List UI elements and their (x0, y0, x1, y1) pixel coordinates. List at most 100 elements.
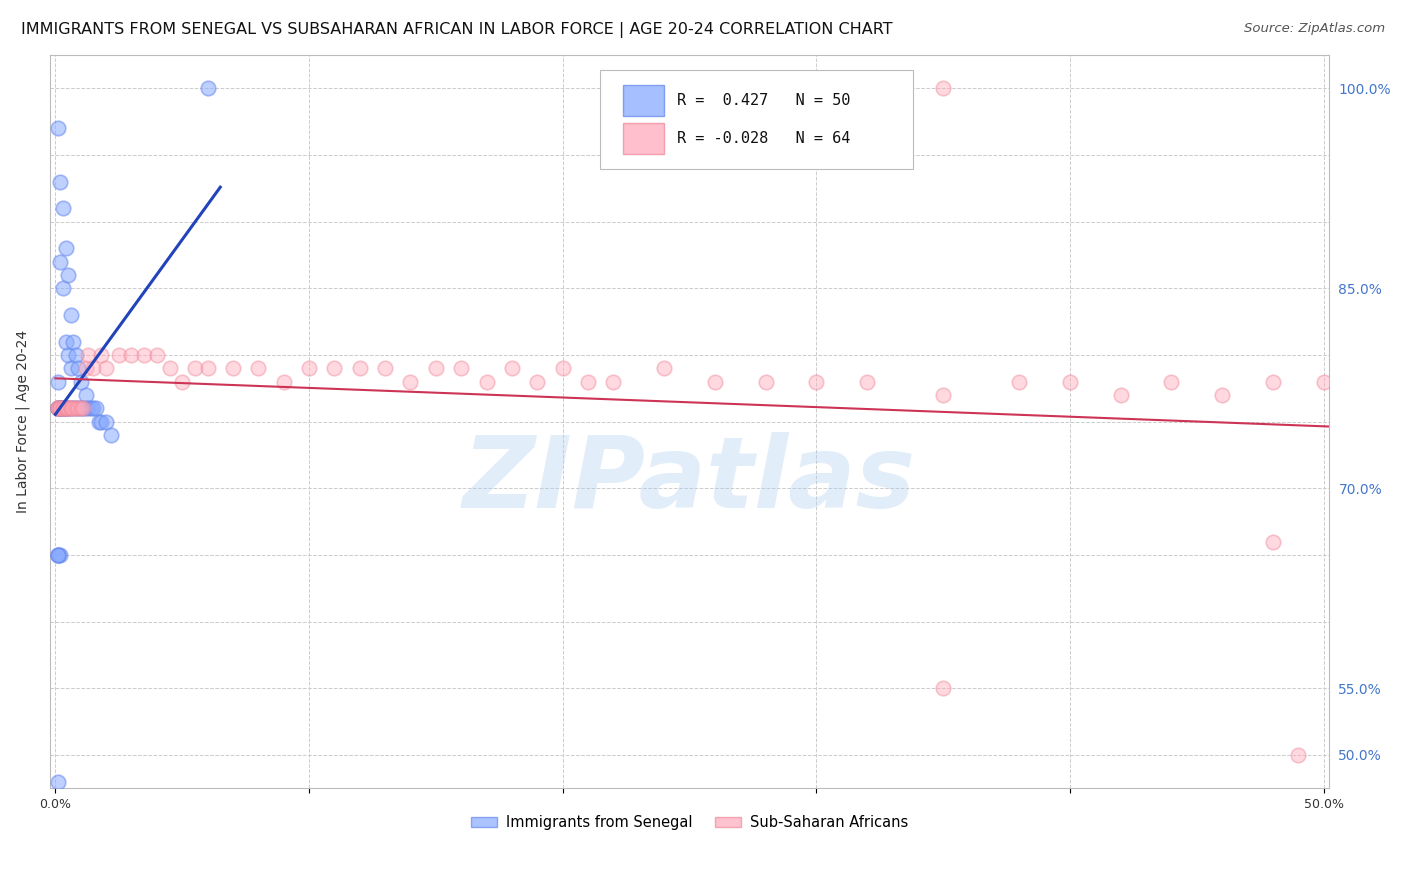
Point (55, 241, 77, 255)
Point (49, 254, 72, 268)
Point (46, 774, 69, 789)
Point (1211, 388, 1233, 402)
Point (652, 361, 675, 376)
Point (52, 401, 75, 416)
Point (108, 348, 131, 362)
Point (121, 348, 143, 362)
Point (55, 401, 77, 416)
Point (1261, 375, 1284, 389)
Point (1286, 747, 1309, 762)
Point (526, 375, 548, 389)
Point (374, 361, 396, 376)
Point (46, 121, 69, 136)
Point (49, 548, 72, 562)
Point (576, 375, 599, 389)
Point (450, 361, 472, 376)
Point (52, 401, 75, 416)
Text: R =  0.427   N = 50: R = 0.427 N = 50 (676, 93, 851, 108)
Point (46, 401, 69, 416)
Point (56, 401, 79, 416)
Point (46, 401, 69, 416)
Point (94, 415, 117, 429)
Point (806, 375, 828, 389)
Point (69, 375, 91, 389)
Point (90, 348, 112, 362)
Point (56, 401, 79, 416)
Point (59, 361, 82, 376)
Legend: Immigrants from Senegal, Sub-Saharan Africans: Immigrants from Senegal, Sub-Saharan Afr… (465, 809, 914, 836)
Point (551, 361, 574, 376)
Point (49, 401, 72, 416)
Point (59, 308, 82, 322)
Point (52, 202, 75, 216)
Point (75, 388, 97, 402)
Point (184, 361, 207, 376)
Point (59, 401, 82, 416)
Point (72, 401, 94, 416)
Point (69, 401, 91, 416)
Point (1008, 375, 1031, 389)
Point (49, 401, 72, 416)
Point (82, 401, 104, 416)
Point (62, 334, 84, 349)
Point (134, 348, 156, 362)
Point (755, 375, 778, 389)
Point (932, 388, 955, 402)
Point (703, 375, 725, 389)
Point (46, 548, 69, 562)
Point (80, 401, 103, 416)
Point (856, 375, 879, 389)
Point (52, 401, 75, 416)
Point (46, 401, 69, 416)
Point (52, 401, 75, 416)
Y-axis label: In Labor Force | Age 20-24: In Labor Force | Age 20-24 (15, 330, 30, 513)
Point (49, 401, 72, 416)
FancyBboxPatch shape (623, 123, 664, 154)
Point (146, 348, 169, 362)
Point (75, 361, 97, 376)
Point (46, 548, 69, 562)
Point (84, 401, 107, 416)
Point (65, 401, 87, 416)
Text: ZIPatlas: ZIPatlas (463, 432, 917, 529)
Point (77, 348, 100, 362)
Point (323, 361, 346, 376)
Point (69, 401, 91, 416)
Point (56, 348, 79, 362)
Text: Source: ZipAtlas.com: Source: ZipAtlas.com (1244, 22, 1385, 36)
Text: R = -0.028   N = 64: R = -0.028 N = 64 (676, 131, 851, 146)
Point (932, 81, 955, 95)
Point (349, 361, 371, 376)
Point (49, 401, 72, 416)
Text: IMMIGRANTS FROM SENEGAL VS SUBSAHARAN AFRICAN IN LABOR FORCE | AGE 20-24 CORRELA: IMMIGRANTS FROM SENEGAL VS SUBSAHARAN AF… (21, 22, 893, 38)
Point (172, 375, 194, 389)
Point (46, 375, 69, 389)
Point (77, 401, 100, 416)
Point (55, 401, 77, 416)
Point (82, 361, 104, 376)
Point (59, 401, 82, 416)
Point (100, 428, 122, 442)
Point (59, 401, 82, 416)
Point (75, 401, 97, 416)
Point (56, 268, 79, 282)
Point (475, 375, 498, 389)
Point (1312, 375, 1334, 389)
Point (87, 415, 110, 429)
Point (1261, 534, 1284, 549)
Point (55, 401, 77, 416)
Point (273, 375, 295, 389)
Point (46, 401, 69, 416)
FancyBboxPatch shape (600, 70, 914, 169)
Point (52, 401, 75, 416)
Point (1059, 375, 1081, 389)
Point (55, 401, 77, 416)
Point (65, 401, 87, 416)
Point (46, 401, 69, 416)
Point (94, 361, 117, 376)
Point (46, 548, 69, 562)
Point (602, 375, 624, 389)
Point (55, 334, 77, 349)
Point (62, 401, 84, 416)
Point (56, 401, 79, 416)
